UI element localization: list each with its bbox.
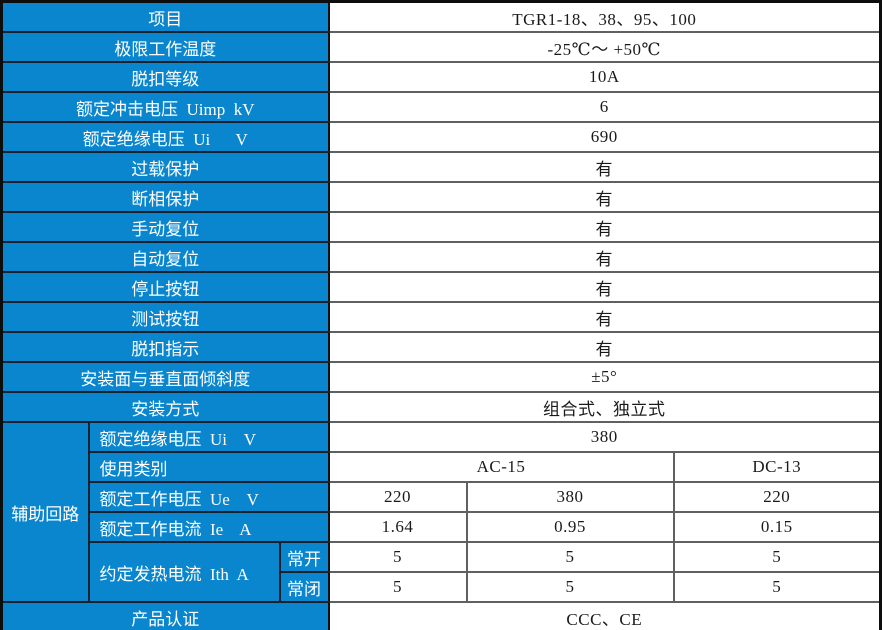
aux-thermal-no-label: 常开 [278, 541, 330, 573]
table-row: 自动复位有 [0, 241, 882, 273]
row-value-auto-reset: 有 [327, 241, 882, 273]
aux-thermal-label: 约定发热电流 Ith A [87, 541, 281, 603]
table-row: 安装方式 组合式、独立式 [0, 391, 882, 423]
row-value-stop-button: 有 [327, 271, 882, 303]
aux-category-label: 使用类别 [87, 451, 330, 483]
aux-thermal-no-value-2: 5 [465, 541, 675, 573]
aux-thermal-nc-value-3: 5 [672, 571, 882, 603]
table-row: 极限工作温度 -25℃～ +50℃ [0, 31, 882, 63]
aux-voltage-label: 额定工作电压 Ue V [87, 481, 330, 513]
row-label-temperature: 极限工作温度 [0, 31, 330, 63]
table-row: 约定发热电流 Ith A 常开 5 5 5 [2, 541, 882, 603]
table-row: 辅助回路 额定绝缘电压 Ui V 380 [0, 421, 882, 603]
aux-category-dc: DC-13 [672, 451, 882, 483]
row-label-overload-protection: 过载保护 [0, 151, 330, 183]
aux-voltage-value-1: 220 [327, 481, 468, 513]
aux-thermal-no-value-1: 5 [327, 541, 468, 573]
table-row: 产品认证 CCC、CE [0, 601, 882, 630]
row-value-mounting-type: 组合式、独立式 [327, 391, 882, 423]
aux-current-label: 额定工作电流 Ie A [87, 511, 330, 543]
aux-category-ac: AC-15 [327, 451, 675, 483]
aux-current-value-2: 0.95 [465, 511, 675, 543]
table-row: 额定工作电压 Ue V 220 380 220 [2, 481, 882, 513]
row-label-auto-reset: 自动复位 [0, 241, 330, 273]
table-row: 手动复位有 [0, 211, 882, 243]
aux-insulation-label: 额定绝缘电压 Ui V [87, 421, 330, 453]
aux-current-value-3: 0.15 [672, 511, 882, 543]
aux-thermal-nc-value-1: 5 [327, 571, 468, 603]
aux-group-label: 辅助回路 [0, 421, 90, 603]
aux-voltage-value-3: 220 [672, 481, 882, 513]
row-label-phase-failure: 断相保护 [0, 181, 330, 213]
table-row: 测试按钮有 [0, 301, 882, 333]
aux-thermal-no-value-3: 5 [672, 541, 882, 573]
row-label-mounting-type: 安装方式 [0, 391, 330, 423]
row-value-trip-indicator: 有 [327, 331, 882, 363]
cert-label: 产品认证 [0, 601, 330, 630]
row-value-manual-reset: 有 [327, 211, 882, 243]
aux-current-value-1: 1.64 [327, 511, 468, 543]
aux-thermal-nc-label: 常闭 [278, 571, 330, 603]
table-row: 额定绝缘电压 Ui V 690 [0, 121, 882, 153]
row-label-item: 项目 [0, 0, 330, 33]
row-label-stop-button: 停止按钮 [0, 271, 330, 303]
row-label-test-button: 测试按钮 [0, 301, 330, 333]
row-value-test-button: 有 [327, 301, 882, 333]
table-row: 额定工作电流 Ie A 1.64 0.95 0.15 [2, 511, 882, 543]
table-row: 过载保护有 [0, 151, 882, 183]
aux-insulation-value: 380 [327, 421, 882, 453]
row-value-mounting-tilt: ±5° [327, 361, 882, 393]
row-label-mounting-tilt: 安装面与垂直面倾斜度 [0, 361, 330, 393]
row-label-trip-indicator: 脱扣指示 [0, 331, 330, 363]
table-row: 使用类别 AC-15 DC-13 [2, 451, 882, 483]
table-row: 额定冲击电压 Uimp kV 6 [0, 91, 882, 123]
row-label-impulse-voltage: 额定冲击电压 Uimp kV [0, 91, 330, 123]
aux-voltage-value-2: 380 [465, 481, 675, 513]
table-row: 脱扣指示有 [0, 331, 882, 363]
table-row: 常闭 5 5 5 [2, 571, 882, 603]
cert-value: CCC、CE [327, 601, 882, 630]
table-row: 安装面与垂直面倾斜度 ±5° [0, 361, 882, 393]
table-row: 断相保护有 [0, 181, 882, 213]
row-value-temperature: -25℃～ +50℃ [327, 31, 882, 63]
row-value-overload-protection: 有 [327, 151, 882, 183]
row-value-phase-failure: 有 [327, 181, 882, 213]
row-label-trip-class: 脱扣等级 [0, 61, 330, 93]
table-row: 脱扣等级 10A [0, 61, 882, 93]
table-row: 停止按钮有 [0, 271, 882, 303]
row-label-insulation-voltage: 额定绝缘电压 Ui V [0, 121, 330, 153]
aux-thermal-nc-value-2: 5 [465, 571, 675, 603]
row-label-manual-reset: 手动复位 [0, 211, 330, 243]
row-value-insulation-voltage: 690 [327, 121, 882, 153]
row-value-model: TGR1-18、38、95、100 [327, 0, 882, 33]
row-value-impulse-voltage: 6 [327, 91, 882, 123]
table-row: 项目 TGR1-18、38、95、100 [0, 0, 882, 33]
row-value-trip-class: 10A [327, 61, 882, 93]
